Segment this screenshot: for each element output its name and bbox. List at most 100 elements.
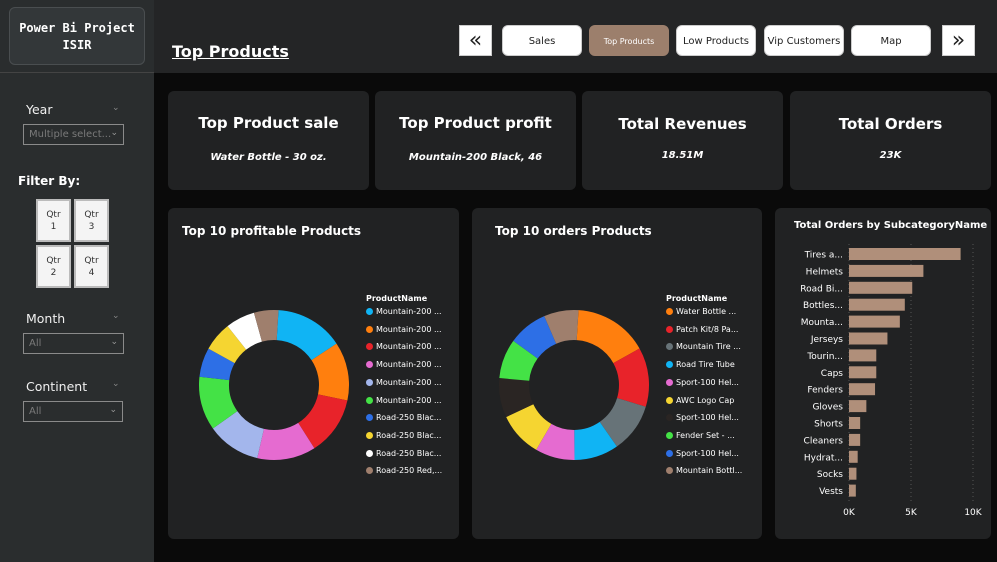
kpi-card-total-revenues: Total Revenues 18.51M (582, 91, 783, 190)
donut-slice[interactable] (599, 398, 646, 447)
donut-slice[interactable] (613, 348, 649, 407)
bar[interactable] (849, 400, 867, 413)
bar[interactable] (849, 433, 861, 446)
donut-slice[interactable] (506, 404, 552, 450)
bar[interactable] (849, 383, 876, 396)
continent-label: Continent (26, 379, 88, 394)
nav-map-button[interactable]: Map (851, 25, 931, 56)
legend-item[interactable]: Water Bottle ... (666, 307, 736, 316)
nav-low-products-button[interactable]: Low Products (676, 25, 756, 56)
continent-select[interactable]: All ⌄ (23, 401, 123, 422)
legend-item[interactable]: Sport-100 Hel... (666, 378, 739, 387)
legend-item[interactable]: Road Tire Tube (666, 360, 735, 369)
legend-item[interactable]: Road-250 Blac... (366, 431, 441, 440)
bar[interactable] (849, 484, 856, 497)
month-select[interactable]: All ⌄ (23, 333, 124, 354)
legend-item[interactable]: Mountain-200 ... (366, 360, 442, 369)
y-tick-label: Fenders (807, 386, 843, 396)
qtr-1-number: 1 (50, 222, 57, 232)
legend-item[interactable]: Mountain-200 ... (366, 325, 442, 334)
month-chevron-icon[interactable]: ⌄ (112, 311, 120, 321)
legend-item[interactable]: Mountain-200 ... (366, 378, 442, 387)
bar[interactable] (849, 264, 924, 277)
chart-card-orders-by-subcategory: Total Orders by SubcategoryName 0K 5K 10K T… (775, 208, 991, 539)
bar[interactable] (849, 417, 861, 429)
qtr-4-button[interactable]: Qtr 4 (74, 245, 109, 288)
donut-slice[interactable] (212, 411, 264, 459)
continent-chevron-icon[interactable]: ⌄ (112, 379, 120, 389)
legend-item[interactable]: Sport-100 Hel... (666, 449, 739, 458)
bar[interactable] (849, 298, 905, 311)
legend-label: AWC Logo Cap (676, 395, 735, 405)
year-select-value: Multiple select... (29, 129, 112, 140)
donut-slice[interactable] (513, 316, 557, 359)
legend-marker-icon (666, 378, 673, 386)
legend-marker-icon (366, 431, 373, 439)
donut-slice[interactable] (208, 326, 247, 364)
legend-item[interactable]: Mountain Tire ... (666, 342, 741, 351)
kpi-value: 18.51M (661, 150, 704, 161)
legend-item[interactable]: Mountain Bottl... (666, 466, 742, 475)
bar[interactable] (849, 315, 900, 328)
month-label: Month (26, 311, 66, 326)
year-chevron-icon[interactable]: ⌄ (112, 103, 120, 113)
qtr-1-button[interactable]: Qtr 1 (36, 199, 71, 242)
legend-item[interactable]: Patch Kit/8 Pa... (666, 325, 738, 334)
year-select[interactable]: Multiple select... ⌄ (23, 124, 124, 145)
legend-item[interactable]: Road-250 Blac... (366, 449, 441, 458)
page-title: Top Products (172, 42, 289, 61)
donut-slice[interactable] (227, 312, 262, 350)
legend-item[interactable]: Road-250 Red,... (366, 466, 442, 475)
qtr-3-number: 3 (88, 222, 95, 232)
y-tick-label: Bottles... (803, 301, 843, 311)
kpi-value: Mountain-200 Black, 46 (408, 152, 543, 163)
donut-slice[interactable] (576, 310, 640, 364)
donut-slice[interactable] (199, 348, 235, 381)
legend-item[interactable]: Fender Set - ... (666, 431, 735, 440)
donut-slice[interactable] (544, 310, 579, 344)
donut-slice[interactable] (499, 340, 538, 381)
legend-label: Mountain Bottl... (676, 466, 743, 476)
legend-marker-icon (666, 431, 673, 439)
legend-item[interactable]: Mountain-200 ... (366, 342, 442, 351)
bar[interactable] (849, 332, 888, 345)
donut-slice[interactable] (574, 421, 617, 460)
legend-item[interactable]: Sport-100 Hel... (666, 413, 739, 422)
y-tick-label: Mounta... (801, 318, 843, 328)
nav-top-products-button[interactable]: Top Products (589, 25, 669, 56)
legend-item[interactable]: Mountain-200 ... (366, 396, 442, 405)
legend-item[interactable]: Road-250 Blac... (366, 413, 441, 422)
filter-by-label: Filter By: (18, 174, 81, 188)
legend-item[interactable]: Mountain-200 ... (366, 307, 442, 316)
qtr-3-button[interactable]: Qtr 3 (74, 199, 109, 242)
qtr-2-button[interactable]: Qtr 2 (36, 245, 71, 288)
y-tick-label: Helmets (806, 267, 844, 277)
nav-sales-button[interactable]: Sales (502, 25, 582, 56)
bar[interactable] (849, 248, 961, 260)
legend-marker-icon (666, 414, 673, 422)
legend-label: Sport-100 Hel... (676, 413, 739, 423)
donut-slice[interactable] (499, 378, 534, 418)
kpi-title: Total Orders (838, 115, 943, 133)
donut-slice[interactable] (536, 423, 575, 460)
y-tick-label: Road Bi... (800, 284, 843, 294)
bar[interactable] (849, 366, 877, 379)
project-title-line2: ISIR (62, 38, 92, 52)
legend-label: Road-250 Blac... (376, 430, 442, 440)
bar[interactable] (849, 281, 913, 294)
legend-item[interactable]: AWC Logo Cap (666, 396, 734, 405)
bar[interactable] (849, 349, 877, 362)
legend-marker-icon (666, 396, 673, 404)
bar[interactable] (849, 467, 857, 480)
prev-page-button[interactable]: « (459, 25, 492, 56)
donut-slice[interactable] (253, 310, 279, 342)
next-page-button[interactable]: » (942, 25, 975, 56)
donut-slice[interactable] (257, 422, 315, 460)
donut-slice[interactable] (298, 394, 348, 449)
donut-slice[interactable] (276, 310, 337, 361)
bar[interactable] (849, 450, 858, 463)
nav-vip-customers-button[interactable]: Vip Customers (764, 25, 844, 56)
donut-slice[interactable] (311, 343, 349, 401)
donut-slice[interactable] (199, 376, 238, 429)
